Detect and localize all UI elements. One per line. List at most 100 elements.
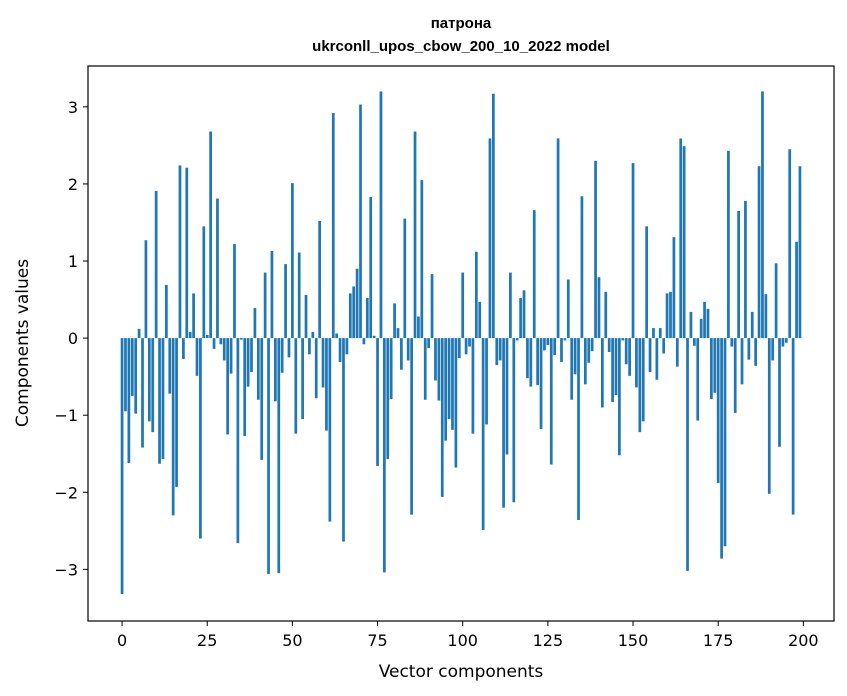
chart-title: патрона: [431, 15, 492, 32]
bar: [750, 311, 754, 339]
bar: [355, 268, 359, 339]
bar: [202, 226, 206, 339]
bar: [727, 150, 730, 339]
bar: [120, 338, 124, 595]
bar: [260, 338, 264, 460]
bar: [512, 338, 516, 503]
x-tick-label: 100: [447, 631, 478, 650]
bar: [706, 308, 710, 339]
bar: [485, 338, 488, 425]
bar: [635, 338, 638, 388]
bar: [253, 308, 257, 339]
x-tick-label: 175: [703, 631, 734, 650]
bar: [737, 210, 740, 339]
bar: [638, 338, 642, 433]
bar: [277, 338, 281, 574]
bar: [171, 338, 175, 516]
bar: [263, 272, 267, 339]
bar: [679, 138, 683, 339]
bar: [710, 338, 713, 399]
bar: [280, 338, 284, 373]
bar: [669, 291, 672, 339]
bar: [590, 338, 594, 352]
bar: [335, 333, 339, 339]
bar: [314, 338, 318, 399]
bar: [362, 338, 366, 345]
y-tick-label: 0: [68, 329, 78, 348]
bar: [321, 338, 325, 388]
bar: [754, 338, 758, 366]
bar: [345, 338, 349, 355]
y-tick-label: −1: [54, 406, 78, 425]
bar: [761, 91, 764, 339]
bar: [297, 252, 301, 339]
x-tick-label: 50: [282, 631, 302, 650]
bar: [393, 303, 396, 339]
bar: [185, 167, 189, 339]
x-axis-ticks: 0 25 50 75 100 125 150 175 200: [117, 621, 819, 650]
bar: [182, 338, 185, 359]
bar: [788, 149, 792, 339]
bar: [583, 338, 587, 385]
bar: [195, 338, 199, 376]
y-tick-label: 2: [68, 175, 78, 194]
bar: [396, 328, 400, 339]
bar: [161, 338, 165, 460]
bar: [689, 311, 693, 339]
y-tick-label: −3: [54, 560, 78, 579]
bar: [764, 294, 768, 339]
bar: [607, 338, 611, 352]
x-tick-label: 0: [117, 631, 127, 650]
bar: [273, 338, 277, 402]
bar: [250, 338, 253, 373]
bar: [376, 338, 379, 467]
bar: [379, 91, 383, 339]
bar: [130, 338, 134, 396]
bar: [488, 138, 492, 339]
bar: [444, 338, 448, 441]
bar: [359, 104, 362, 339]
bar: [410, 338, 413, 515]
bar: [618, 338, 621, 456]
bar: [311, 331, 315, 339]
bar: [481, 338, 485, 531]
bar: [546, 338, 550, 346]
y-tick-label: −2: [54, 483, 78, 502]
bar: [168, 338, 172, 394]
bar: [284, 264, 287, 339]
bar: [539, 338, 543, 430]
bar: [308, 338, 311, 355]
bar: [498, 338, 502, 361]
bar: [757, 166, 761, 339]
bar: [164, 284, 168, 339]
bar: [645, 226, 649, 339]
bar: [781, 338, 785, 347]
bar: [178, 165, 182, 339]
bar: [226, 338, 230, 435]
bar: [134, 338, 138, 414]
bar: [549, 338, 553, 465]
bar: [744, 200, 747, 339]
bar: [474, 251, 478, 339]
bar: [144, 240, 148, 339]
bar: [151, 338, 155, 433]
bar: [331, 113, 335, 339]
bar: [556, 138, 560, 339]
bar: [417, 316, 420, 339]
bar: [631, 163, 635, 339]
bar: [287, 338, 291, 358]
bar: [675, 338, 679, 367]
bar: [328, 338, 332, 522]
x-tick-label: 75: [367, 631, 387, 650]
bar: [454, 338, 458, 468]
bar: [199, 338, 202, 539]
bar: [597, 277, 601, 339]
bar: [222, 338, 226, 361]
bar: [543, 338, 546, 351]
bar: [372, 335, 376, 339]
bar: [175, 338, 178, 487]
bar: [352, 286, 356, 339]
x-axis-label: Vector components: [379, 662, 544, 682]
bar: [720, 338, 723, 559]
